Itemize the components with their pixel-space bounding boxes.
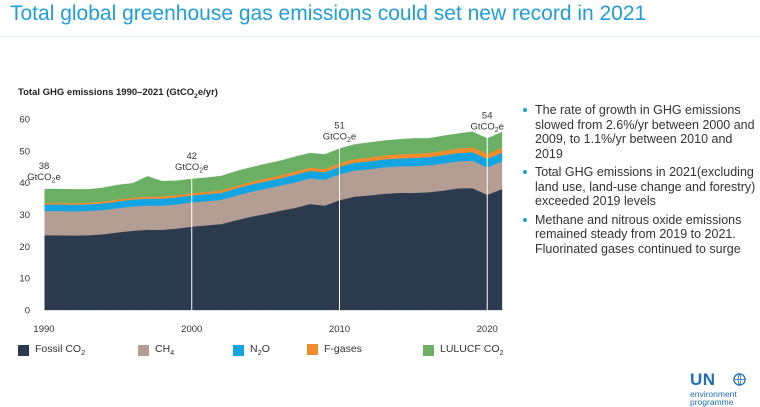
y-tick-label: 50 <box>19 146 30 157</box>
annotation-unit: GtCO2e <box>27 172 60 185</box>
legend-label: Fossil CO2 <box>35 343 86 358</box>
legend-label: F-gases <box>324 343 362 355</box>
legend-swatch <box>233 344 244 356</box>
legend-label: LULUCF CO2 <box>440 343 504 358</box>
area-lulucf-co2 <box>43 131 503 204</box>
y-tick-label: 60 <box>19 115 30 126</box>
logo-subtitle: environment programme <box>690 389 737 407</box>
legend-item: Fossil CO2 <box>18 343 85 357</box>
chart-title: Total GHG emissions 1990–2021 (GtCO2e/yr… <box>18 87 218 100</box>
x-tick-label: 2000 <box>181 324 202 335</box>
annotation-unit: GtCO2e <box>323 132 356 145</box>
legend-label: N2O <box>250 343 270 358</box>
unep-logo: UN environment programme <box>690 370 756 407</box>
legend-item: CH4 <box>138 343 174 357</box>
legend-item: F-gases <box>307 343 362 355</box>
annotation-unit: GtCO2e <box>175 162 208 175</box>
x-tick-label: 1990 <box>33 324 54 335</box>
bullet-item: The rate of growth in GHG emissions slow… <box>521 103 756 161</box>
annotation-value: 42 <box>186 151 197 162</box>
legend-swatch <box>307 343 318 355</box>
legend-item: LULUCF CO2 <box>423 343 504 357</box>
y-tick-label: 0 <box>25 306 30 317</box>
chart-legend: Fossil CO2 CH4 N2O F-gases LULUCF CO2 <box>18 343 518 363</box>
legend-item: N2O <box>233 343 270 357</box>
legend-swatch <box>138 344 149 356</box>
y-tick-label: 10 <box>19 274 30 285</box>
annotation-value: 54 <box>482 110 493 121</box>
logo-wordmark: UN <box>690 370 716 389</box>
x-tick-label: 2010 <box>329 324 350 335</box>
x-tick-label: 2020 <box>477 324 498 335</box>
legend-swatch <box>18 344 29 356</box>
key-findings-list: The rate of growth in GHG emissions slow… <box>521 103 756 260</box>
slide-title: Total global greenhouse gas emissions co… <box>10 2 647 25</box>
y-tick-label: 20 <box>19 242 30 253</box>
bullet-item: Total GHG emissions in 2021(excluding la… <box>521 165 756 209</box>
annotation-value: 51 <box>334 121 345 132</box>
annotation-unit: GtCO2e <box>470 121 503 134</box>
legend-label: CH4 <box>155 343 175 358</box>
y-tick-label: 40 <box>19 178 30 189</box>
annotation-value: 38 <box>39 161 50 172</box>
legend-swatch <box>423 344 434 356</box>
un-globe-icon <box>733 373 746 386</box>
y-tick-label: 30 <box>19 210 30 221</box>
bullet-item: Methane and nitrous oxide emissions rema… <box>521 213 756 257</box>
title-divider <box>0 36 760 37</box>
